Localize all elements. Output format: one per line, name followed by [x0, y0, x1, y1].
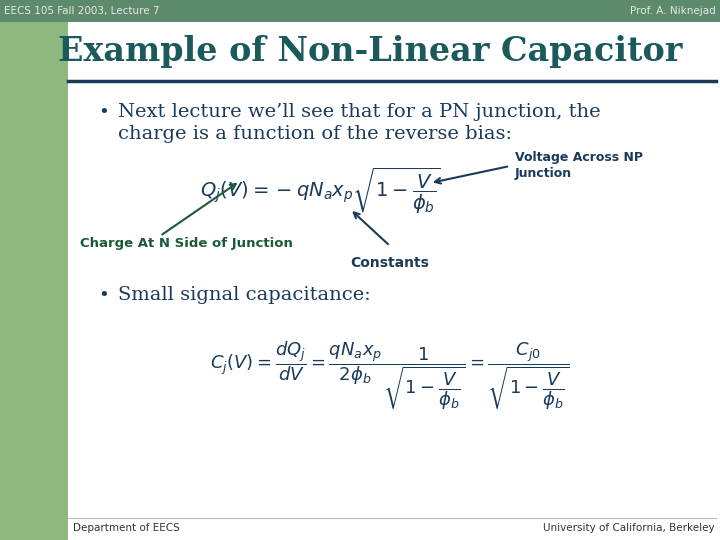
Text: Constants: Constants [351, 256, 429, 270]
Bar [0, 0, 720, 22]
Text: Junction: Junction [515, 167, 572, 180]
Text: $C_j(V) = \dfrac{dQ_j}{dV} = \dfrac{qN_a x_p}{2\phi_b} \dfrac{1}{\sqrt{1 - \dfra: $C_j(V) = \dfrac{dQ_j}{dV} = \dfrac{qN_a… [210, 340, 570, 412]
Text: •: • [98, 103, 109, 121]
Text: •: • [98, 286, 109, 304]
Text: EECS 105 Fall 2003, Lecture 7: EECS 105 Fall 2003, Lecture 7 [4, 6, 160, 16]
Bar [0, 0, 68, 540]
Text: Department of EECS: Department of EECS [73, 523, 180, 533]
Text: Small signal capacitance:: Small signal capacitance: [118, 286, 371, 304]
Text: $Q_j(V) = -qN_a x_p \sqrt{1 - \dfrac{V}{\phi_b}}$: $Q_j(V) = -qN_a x_p \sqrt{1 - \dfrac{V}{… [199, 166, 441, 216]
Text: Next lecture we’ll see that for a PN junction, the: Next lecture we’ll see that for a PN jun… [118, 103, 600, 121]
Text: Prof. A. Niknejad: Prof. A. Niknejad [630, 6, 716, 16]
Text: Example of Non-Linear Capacitor: Example of Non-Linear Capacitor [58, 35, 682, 68]
Text: charge is a function of the reverse bias:: charge is a function of the reverse bias… [118, 125, 512, 143]
Text: Charge At N Side of Junction: Charge At N Side of Junction [80, 238, 293, 251]
Text: University of California, Berkeley: University of California, Berkeley [544, 523, 715, 533]
Text: Voltage Across NP: Voltage Across NP [515, 152, 643, 165]
